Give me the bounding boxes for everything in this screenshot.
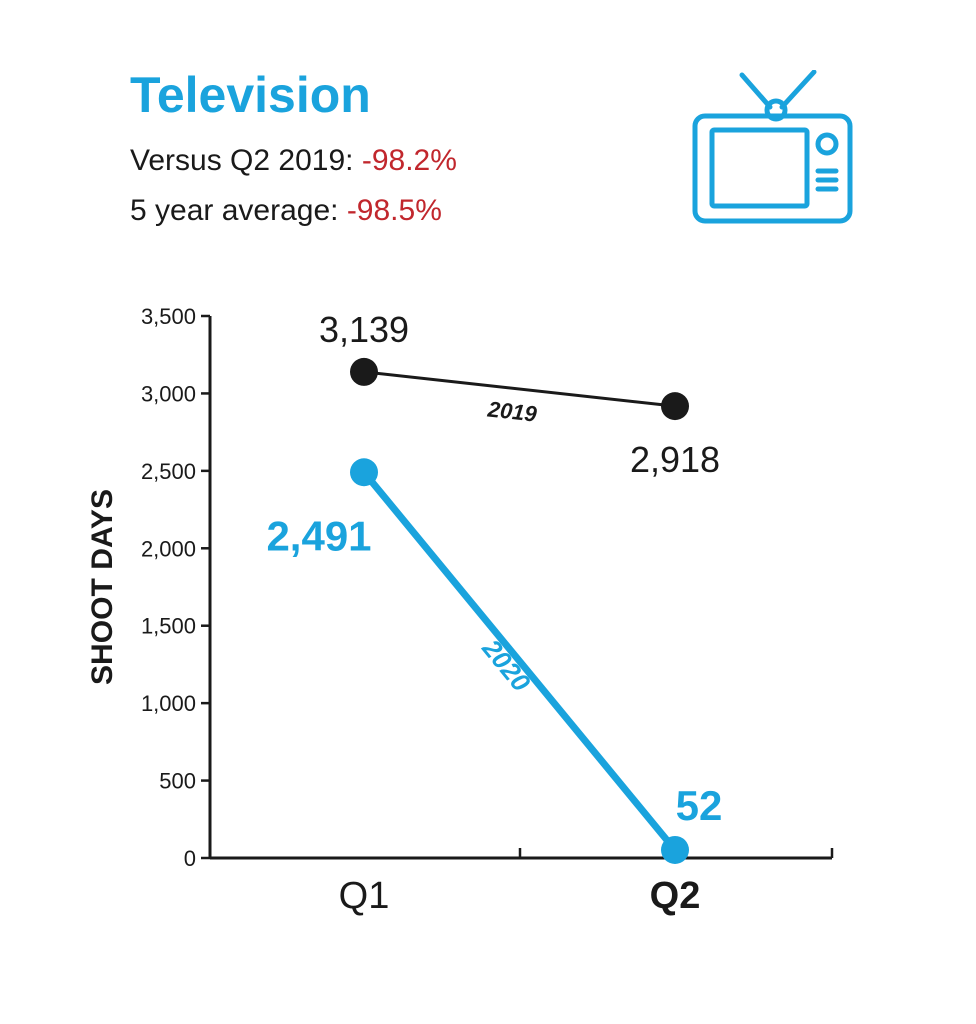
y-tick-label: 500 [159,769,196,794]
five-year-average-value: -98.5% [346,194,442,227]
versus-q2-2019-stat: Versus Q2 2019: -98.2% [130,146,457,176]
series-line-2019 [362,370,677,408]
series-name-2019: 2019 [486,396,539,426]
five-year-average-label: 5 year average: [130,194,339,227]
data-point-2020-q1 [350,458,378,487]
x-tick-label: Q1 [339,875,390,917]
x-axis: Q1 Q2 [210,848,834,917]
series-layer: 3,139 2,918 2019 2,491 52 2020 [266,309,722,864]
data-label-2019-q1: 3,139 [319,309,409,350]
y-axis: 0 500 1,000 1,500 2,000 2,500 3,000 3,500 SHOOT … [86,304,212,871]
chart-title: Television [130,67,371,123]
y-tick-label: 2,500 [141,459,196,484]
data-point-2019-q1 [350,357,378,386]
data-label-2020-q1: 2,491 [266,512,371,559]
versus-q2-2019-value: -98.2% [361,144,457,177]
data-label-2020-q2: 52 [676,782,723,829]
data-label-2019-q2: 2,918 [630,439,720,480]
y-tick-label: 3,000 [141,381,196,406]
five-year-average-stat: 5 year average: -98.5% [130,196,442,226]
data-point-2020-q2 [661,835,689,864]
y-tick-label: 1,000 [141,691,196,716]
television-icon [692,70,853,224]
y-axis-title: SHOOT DAYS [86,489,119,685]
y-tick-label: 1,500 [141,614,196,639]
series-line-2020 [360,468,679,854]
y-tick-label: 3,500 [141,304,196,329]
versus-q2-2019-label: Versus Q2 2019: [130,144,354,177]
x-tick-label: Q2 [650,875,701,917]
series-name-2020: 2020 [476,633,537,698]
y-tick-label: 0 [184,846,196,871]
data-point-2019-q2 [661,392,689,421]
y-tick-label: 2,000 [141,536,196,561]
